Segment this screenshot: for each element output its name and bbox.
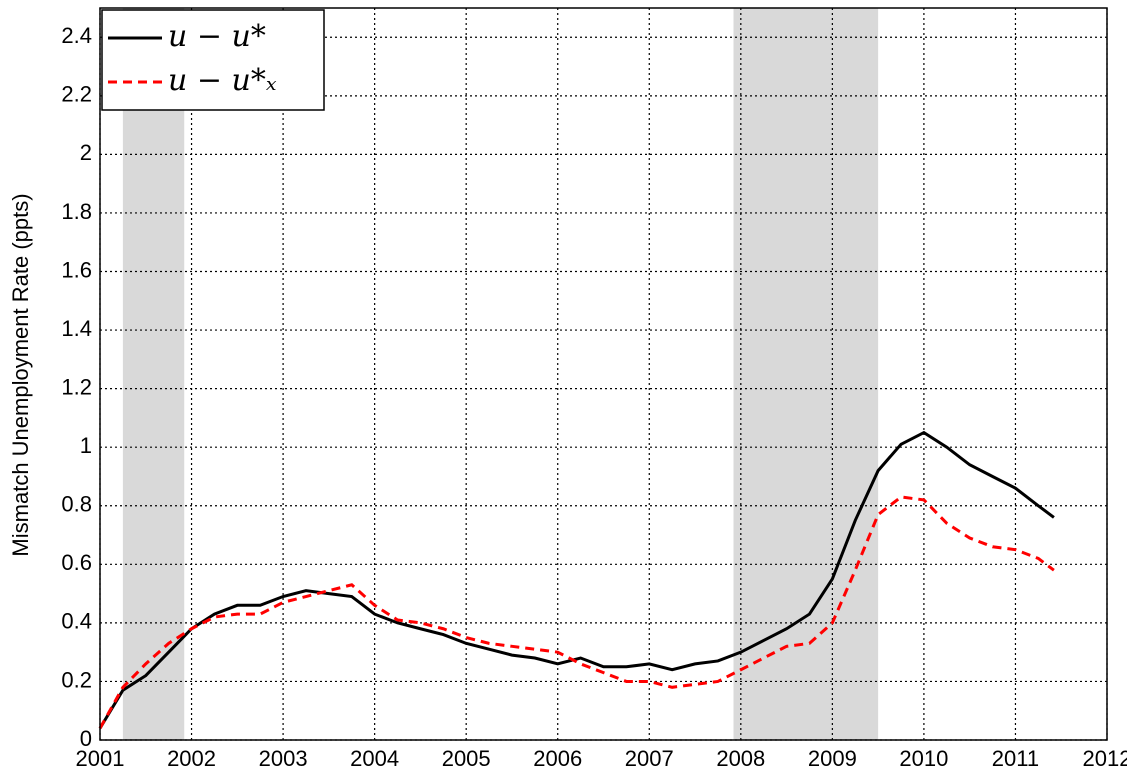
y-tick-label: 1 — [80, 433, 92, 458]
legend-label: u − u*ₓ — [168, 63, 277, 98]
y-axis-label: Mismatch Unemployment Rate (ppts) — [8, 193, 33, 556]
x-tick-label: 2012 — [1083, 746, 1127, 771]
y-tick-label: 1.4 — [61, 316, 92, 341]
plot-background — [100, 8, 1107, 740]
y-tick-label: 1.6 — [61, 257, 92, 282]
x-tick-label: 2002 — [167, 746, 216, 771]
y-tick-label: 0 — [80, 726, 92, 751]
x-tick-label: 2009 — [808, 746, 857, 771]
legend-box — [101, 9, 325, 111]
x-tick-label: 2007 — [625, 746, 674, 771]
plot-frame — [99, 7, 1108, 741]
x-tick-label: 2004 — [350, 746, 399, 771]
x-tick-label: 2006 — [533, 746, 582, 771]
recession-shade — [122, 8, 185, 740]
legend-label: u − u* — [168, 19, 266, 54]
y-tick-label: 0.4 — [61, 609, 92, 634]
recession-shade — [733, 8, 879, 740]
y-tick-label: 1.8 — [61, 199, 92, 224]
y-tick-label: 0.6 — [61, 550, 92, 575]
x-tick-label: 2011 — [992, 746, 1039, 771]
y-tick-label: 0.2 — [61, 667, 92, 692]
y-tick-label: 2.4 — [61, 23, 92, 48]
x-tick-label: 2001 — [76, 746, 125, 771]
y-tick-label: 0.8 — [61, 492, 92, 517]
y-tick-label: 2 — [80, 140, 92, 165]
y-tick-label: 1.2 — [61, 374, 92, 399]
x-tick-label: 2008 — [716, 746, 765, 771]
series-line — [98, 430, 1055, 730]
x-tick-label: 2005 — [442, 746, 491, 771]
x-tick-label: 2003 — [259, 746, 308, 771]
x-tick-label: 2010 — [899, 746, 948, 771]
y-tick-label: 2.2 — [61, 82, 92, 107]
